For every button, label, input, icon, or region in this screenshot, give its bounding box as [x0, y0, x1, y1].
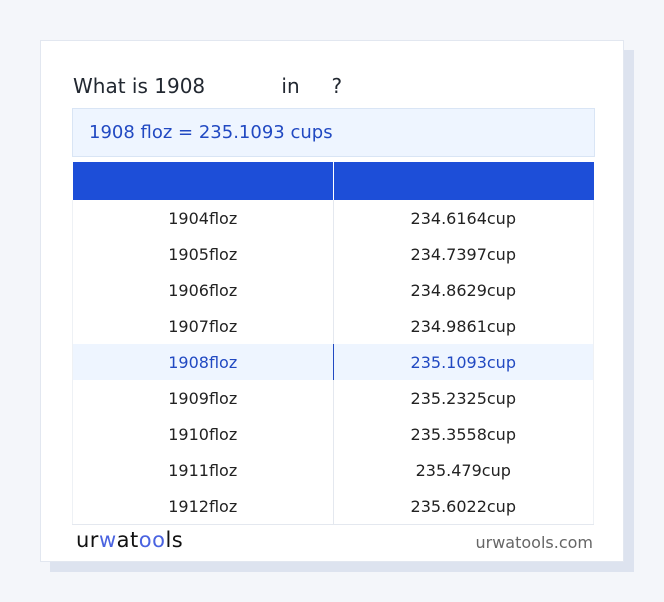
- cups-cell: 235.1093cup: [333, 344, 594, 380]
- floz-cell: 1912floz: [72, 488, 334, 525]
- page-title: What is 1908 in ?: [73, 74, 343, 98]
- table-row: 1904floz 234.6164cup: [72, 200, 594, 236]
- cups-cell: 235.3558cup: [333, 416, 594, 452]
- cups-cell: 234.7397cup: [333, 236, 594, 272]
- table-row: 1905floz 234.7397cup: [72, 236, 594, 272]
- cups-cell: 235.479cup: [333, 452, 594, 488]
- result-box: 1908 floz = 235.1093 cups: [72, 108, 595, 157]
- table-row: 1908floz 235.1093cup: [72, 344, 594, 380]
- conversion-table: 1904floz 234.6164cup 1905floz 234.7397cup 19…: [72, 162, 594, 525]
- floz-cell: 1906floz: [72, 272, 334, 308]
- table-row: 1907floz 234.9861cup: [72, 308, 594, 344]
- site-link[interactable]: urwatools.com: [475, 533, 594, 552]
- cups-cell: 234.9861cup: [333, 308, 594, 344]
- floz-cell: 1904floz: [72, 200, 334, 236]
- floz-cell: 1907floz: [72, 308, 334, 344]
- cups-cell: 235.6022cup: [333, 488, 594, 525]
- floz-cell: 1908floz: [72, 344, 334, 380]
- table-row: 1910floz 235.3558cup: [72, 416, 594, 452]
- table-row: 1912floz 235.6022cup: [72, 488, 594, 525]
- converter-card: What is 1908 in ? 1908 floz = 235.1093 c…: [40, 40, 624, 562]
- floz-cell: 1910floz: [72, 416, 334, 452]
- urwatools-logo[interactable]: urwatools: [76, 528, 184, 552]
- cups-cell: 234.6164cup: [333, 200, 594, 236]
- header-to: [333, 162, 594, 200]
- floz-cell: 1905floz: [72, 236, 334, 272]
- floz-cell: 1909floz: [72, 380, 334, 416]
- cups-cell: 235.2325cup: [333, 380, 594, 416]
- table-row: 1911floz 235.479cup: [72, 452, 594, 488]
- table-row: 1909floz 235.2325cup: [72, 380, 594, 416]
- header-from: [72, 162, 334, 200]
- table-row: 1906floz 234.8629cup: [72, 272, 594, 308]
- table-header: [72, 162, 594, 200]
- cups-cell: 234.8629cup: [333, 272, 594, 308]
- floz-cell: 1911floz: [72, 452, 334, 488]
